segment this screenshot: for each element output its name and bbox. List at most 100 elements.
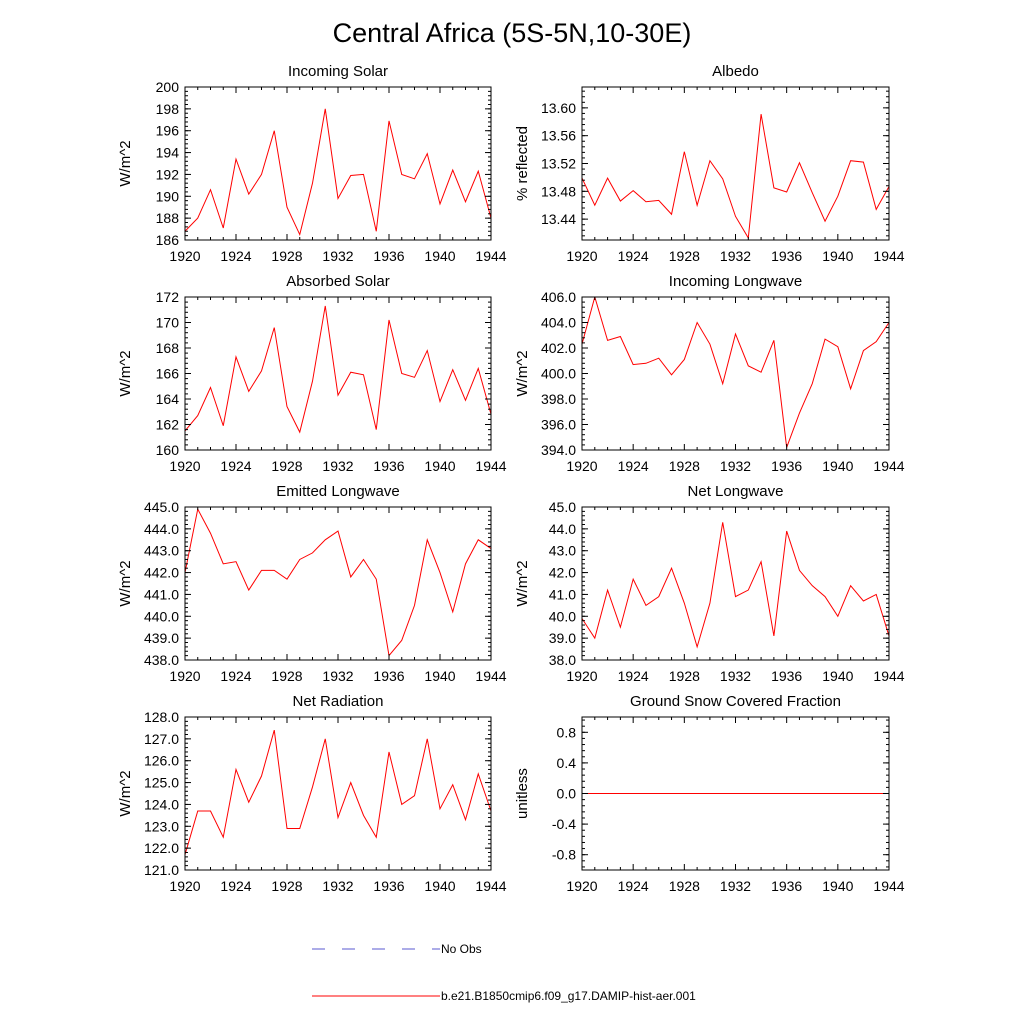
x-tick-label: 1940 xyxy=(822,668,853,684)
x-tick-label: 1924 xyxy=(618,668,649,684)
x-tick-label: 1924 xyxy=(220,668,251,684)
plot-frame xyxy=(184,86,492,241)
y-axis-label: W/m^2 xyxy=(514,350,531,396)
chart-panel: 1920 1924 1928 1932 1936 1940 1944 394.0 396.0 39… xyxy=(514,273,905,474)
y-tick-label: 122.0 xyxy=(144,840,179,856)
x-tick-label: 1924 xyxy=(618,248,649,264)
x-tick-label: 1932 xyxy=(720,458,751,474)
plot-frame xyxy=(184,506,492,661)
panel-title: Absorbed Solar xyxy=(286,273,389,290)
y-tick-label: 38.0 xyxy=(549,652,576,668)
x-tick-label: 1944 xyxy=(475,668,506,684)
y-tick-label: 42.0 xyxy=(549,565,576,581)
chart-panel: 1920 1924 1928 1932 1936 1940 1944 -0.8 -0.4 0.0 0… xyxy=(514,693,905,894)
y-tick-label: -0.4 xyxy=(552,816,576,832)
panel-grid: 1920 1924 1928 1932 1936 1940 1944 186 188 190 192… xyxy=(117,63,905,894)
y-tick-label: 190 xyxy=(156,188,180,204)
x-tick-label: 1940 xyxy=(822,878,853,894)
y-tick-label: 39.0 xyxy=(549,630,576,646)
y-tick-label: 41.0 xyxy=(549,586,576,602)
y-tick-label: 444.0 xyxy=(144,521,179,537)
x-tick-label: 1936 xyxy=(771,458,802,474)
y-axis-label: W/m^2 xyxy=(117,560,134,606)
chart-panel: 1920 1924 1928 1932 1936 1940 1944 186 188 190 192… xyxy=(117,63,507,264)
y-tick-label: 13.52 xyxy=(541,156,576,172)
y-tick-label: 192 xyxy=(156,166,180,182)
x-tick-label: 1932 xyxy=(720,878,751,894)
y-tick-label: 402.0 xyxy=(541,340,576,356)
y-tick-label: 126.0 xyxy=(144,753,179,769)
x-tick-label: 1944 xyxy=(475,878,506,894)
series-line xyxy=(185,729,491,855)
x-tick-label: 1936 xyxy=(771,878,802,894)
y-tick-label: 13.44 xyxy=(541,211,576,227)
x-tick-label: 1924 xyxy=(220,248,251,264)
y-axis-label: W/m^2 xyxy=(117,770,134,816)
y-tick-label: 123.0 xyxy=(144,818,179,834)
x-tick-label: 1928 xyxy=(271,458,302,474)
y-tick-label: -0.8 xyxy=(552,847,576,863)
panel-title: Incoming Longwave xyxy=(669,273,802,290)
x-tick-label: 1932 xyxy=(720,668,751,684)
figure-title: Central Africa (5S-5N,10-30E) xyxy=(333,18,692,48)
x-tick-label: 1920 xyxy=(169,248,200,264)
series-line xyxy=(185,108,491,237)
series-line xyxy=(185,305,491,434)
y-tick-label: 0.8 xyxy=(557,724,577,740)
y-tick-label: 445.0 xyxy=(144,499,179,515)
y-axis-label: unitless xyxy=(514,768,531,819)
x-tick-label: 1936 xyxy=(373,668,404,684)
y-tick-label: 198 xyxy=(156,101,180,117)
x-tick-label: 1940 xyxy=(424,668,455,684)
y-tick-label: 128.0 xyxy=(144,709,179,725)
chart-panel: 1920 1924 1928 1932 1936 1940 1944 438.0 439.0 44… xyxy=(117,483,507,684)
x-tick-label: 1928 xyxy=(271,878,302,894)
x-tick-label: 1928 xyxy=(669,878,700,894)
x-tick-label: 1940 xyxy=(822,248,853,264)
y-axis-label: % reflected xyxy=(514,126,531,201)
panel-title: Albedo xyxy=(712,63,759,80)
y-tick-label: 121.0 xyxy=(144,862,179,878)
x-tick-label: 1920 xyxy=(566,248,597,264)
y-tick-label: 124.0 xyxy=(144,796,179,812)
y-tick-label: 443.0 xyxy=(144,543,179,559)
y-tick-label: 196 xyxy=(156,123,180,139)
y-tick-label: 438.0 xyxy=(144,652,179,668)
x-tick-label: 1932 xyxy=(322,458,353,474)
y-tick-label: 45.0 xyxy=(549,499,576,515)
y-tick-label: 172 xyxy=(156,289,180,305)
y-tick-label: 166 xyxy=(156,366,180,382)
y-tick-label: 441.0 xyxy=(144,586,179,602)
legend-label-no-obs: No Obs xyxy=(441,942,482,956)
x-tick-label: 1924 xyxy=(618,878,649,894)
y-tick-label: 439.0 xyxy=(144,630,179,646)
x-tick-label: 1920 xyxy=(566,668,597,684)
plot-frame xyxy=(581,296,890,451)
chart-panel: 1920 1924 1928 1932 1936 1940 1944 121.0 122.0 12… xyxy=(117,693,507,894)
legend: No Obs b.e21.B1850cmip6.f09_g17.DAMIP-hi… xyxy=(312,942,696,1003)
chart-panel: 1920 1924 1928 1932 1936 1940 1944 160 162 164 166… xyxy=(117,273,507,474)
x-tick-label: 1920 xyxy=(566,458,597,474)
x-tick-label: 1940 xyxy=(424,878,455,894)
y-tick-label: 394.0 xyxy=(541,442,576,458)
y-tick-label: 162 xyxy=(156,417,180,433)
y-tick-label: 13.48 xyxy=(541,183,576,199)
x-tick-label: 1944 xyxy=(475,458,506,474)
panel-title: Emitted Longwave xyxy=(276,483,399,500)
x-tick-label: 1932 xyxy=(322,248,353,264)
x-tick-label: 1928 xyxy=(271,668,302,684)
plot-frame xyxy=(581,506,890,661)
x-tick-label: 1936 xyxy=(373,878,404,894)
plot-frame xyxy=(184,296,492,451)
x-tick-label: 1920 xyxy=(169,878,200,894)
y-tick-label: 125.0 xyxy=(144,775,179,791)
x-tick-label: 1924 xyxy=(220,458,251,474)
x-tick-label: 1944 xyxy=(873,248,904,264)
x-tick-label: 1936 xyxy=(373,458,404,474)
x-tick-label: 1932 xyxy=(720,248,751,264)
y-axis-label: W/m^2 xyxy=(514,560,531,606)
panel-title: Net Radiation xyxy=(293,693,384,710)
y-tick-label: 404.0 xyxy=(541,315,576,331)
y-tick-label: 160 xyxy=(156,442,180,458)
